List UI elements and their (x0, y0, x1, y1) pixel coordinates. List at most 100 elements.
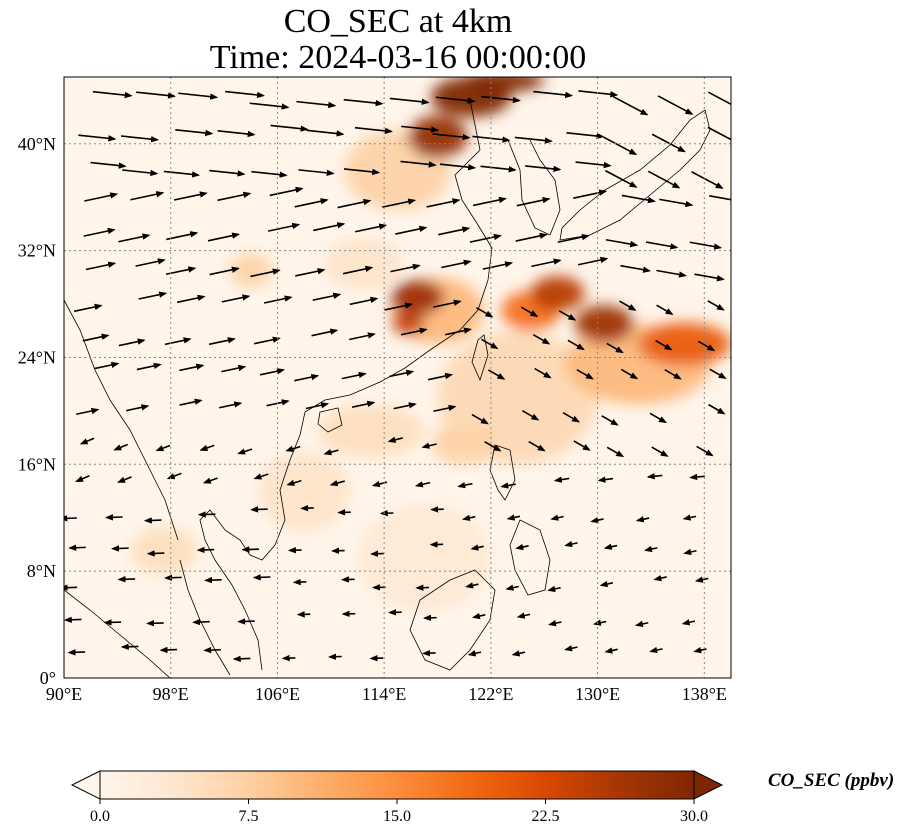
wind-arrow-170 (286, 479, 302, 486)
wind-arrow-78 (209, 266, 240, 276)
wind-arrow-156 (323, 449, 339, 456)
wind-arrow-143 (433, 404, 457, 413)
wind-arrow-67 (395, 225, 428, 235)
colorbar-tick-label: 30.0 (680, 808, 708, 825)
wind-arrow-152 (155, 444, 171, 452)
wind-arrow-25 (514, 136, 553, 144)
colorbar-label: CO_SEC (ppbv) (768, 770, 895, 791)
co-plume-13 (392, 310, 425, 335)
wind-arrow-242 (159, 646, 178, 654)
wind-arrow-89 (694, 273, 725, 282)
coastline-korea (507, 139, 561, 236)
wind-arrow-204 (470, 544, 484, 551)
wind-arrow-244 (232, 655, 251, 663)
wind-arrow-14 (707, 91, 731, 106)
wind-arrow-223 (653, 574, 667, 582)
lat-tick-label: 40°N (18, 134, 56, 154)
wind-arrow-158 (421, 442, 437, 449)
co-plume-15 (390, 280, 445, 315)
wind-arrow-55 (516, 197, 551, 207)
wind-arrow-129 (487, 369, 506, 380)
wind-arrow-149 (708, 403, 726, 415)
wind-arrow-103 (656, 304, 674, 316)
wind-arrow-18 (217, 130, 256, 138)
wind-arrow-74 (689, 241, 723, 250)
wind-arrow-8 (435, 96, 476, 104)
wind-arrow-53 (426, 198, 461, 208)
wind-arrow-169 (253, 473, 269, 480)
wind-arrow-37 (400, 160, 437, 168)
coastline-japan (559, 109, 711, 241)
lat-tick-label: 32°N (18, 241, 56, 261)
wind-arrow-70 (515, 232, 548, 242)
wind-arrow-94 (263, 295, 293, 304)
wind-arrow-184 (250, 506, 268, 513)
wind-arrow-79 (250, 268, 281, 278)
wind-arrow-134 (709, 368, 727, 380)
wind-arrow-193 (635, 516, 650, 523)
wind-arrow-207 (603, 543, 618, 550)
wind-arrow-249 (467, 650, 482, 657)
wind-arrow-44 (691, 171, 724, 189)
wind-arrow-51 (337, 198, 372, 209)
wind-arrow-33 (209, 169, 246, 177)
wind-arrow-133 (664, 369, 682, 380)
wind-arrow-56 (573, 189, 608, 199)
wind-arrow-99 (475, 307, 494, 318)
wind-arrow-83 (441, 259, 472, 269)
wind-arrow-222 (599, 580, 614, 588)
wind-arrow-163 (651, 446, 669, 457)
wind-arrow-6 (343, 98, 384, 107)
wind-arrow-243 (203, 646, 221, 654)
wind-arrow-126 (341, 371, 367, 380)
wind-arrow-57 (621, 194, 656, 204)
wind-arrow-227 (146, 620, 164, 627)
wind-arrow-71 (557, 233, 590, 244)
wind-arrow-224 (694, 576, 709, 583)
wind-arrow-96 (349, 296, 379, 306)
wind-arrow-114 (481, 338, 499, 350)
wind-arrow-112 (400, 327, 428, 336)
wind-arrow-64 (267, 222, 301, 232)
wind-arrow-90 (73, 303, 103, 313)
wind-arrow-26 (566, 132, 605, 140)
wind-arrow-35 (298, 169, 335, 177)
wind-arrow-145 (521, 409, 540, 421)
lat-tick-label: 0° (40, 668, 56, 688)
colorbar-ticks: 0.0 7.5 15.0 22.5 30.0 (90, 799, 708, 825)
wind-arrow-31 (122, 169, 159, 177)
wind-arrow-214 (252, 574, 271, 581)
wind-arrow-208 (643, 545, 658, 553)
wind-arrow-106 (118, 338, 146, 347)
wind-arrow-229 (237, 618, 255, 625)
wind-arrow-173 (414, 481, 431, 488)
co-plume-7 (430, 424, 498, 465)
wind-arrow-238 (634, 620, 649, 628)
wind-arrow-219 (465, 582, 479, 589)
co-plume-4 (130, 527, 198, 576)
wind-arrow-62 (166, 231, 199, 241)
wind-arrow-100 (520, 306, 539, 317)
wind-arrow-42 (604, 169, 638, 188)
wind-arrow-117 (606, 342, 624, 354)
wind-arrow-157 (387, 436, 403, 443)
wind-arrow-3 (225, 90, 265, 99)
wind-arrow-28 (651, 133, 686, 153)
wind-arrow-221 (547, 585, 561, 593)
wind-arrow-178 (646, 473, 663, 480)
wind-arrow-135 (76, 407, 100, 416)
colorbar-extend-min (70, 770, 101, 800)
wind-arrow-105 (82, 333, 110, 342)
co-plume-1 (324, 237, 405, 291)
plot-title: CO_SEC at 4km Time: 2024-03-16 00:00:00 (0, 4, 796, 76)
wind-arrow-191 (550, 514, 564, 521)
title-line-2: Time: 2024-03-16 00:00:00 (209, 39, 587, 76)
wind-arrow-21 (354, 126, 393, 135)
wind-arrow-58 (659, 198, 694, 208)
lat-tick-label: 8°N (27, 561, 56, 581)
lon-tick-label: 98°E (153, 684, 189, 704)
wind-arrow-174 (457, 482, 473, 489)
wind-arrow-40 (525, 165, 562, 173)
map-area (64, 77, 731, 678)
